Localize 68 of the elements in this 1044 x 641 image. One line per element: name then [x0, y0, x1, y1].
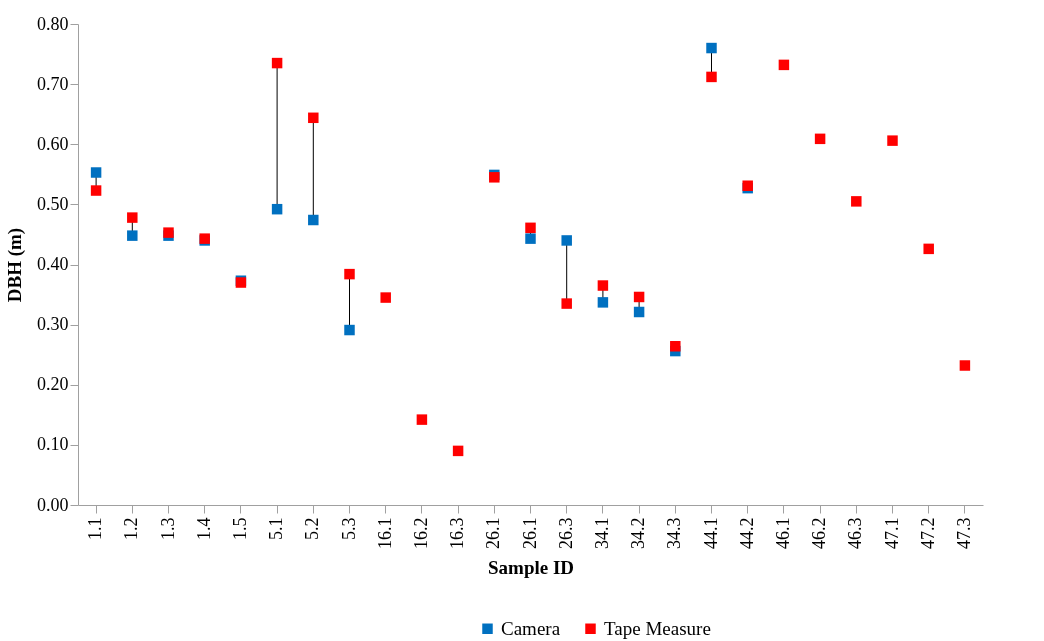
x-tick-label: 16.1 [374, 517, 395, 549]
legend-label: Camera [501, 617, 561, 639]
point [597, 297, 609, 308]
x-tick-label: 16.2 [410, 517, 431, 549]
x-tick-label: 47.2 [917, 517, 938, 549]
point [127, 212, 138, 223]
point [525, 222, 536, 234]
point [814, 133, 826, 145]
x-tick-label: 1.5 [229, 517, 250, 540]
point [778, 59, 790, 71]
point [561, 298, 572, 309]
point [597, 280, 609, 291]
point [344, 268, 355, 280]
x-axis-title: Sample ID [487, 557, 575, 578]
x-tick-label: 47.3 [953, 517, 974, 549]
y-tick-label: 0.00 [37, 494, 69, 515]
x-tick-label: 34.3 [664, 517, 685, 549]
point [344, 324, 355, 336]
x-tick-label: 5.2 [302, 517, 323, 540]
point [923, 243, 934, 255]
y-tick-label: 0.80 [37, 13, 69, 34]
x-tick-label: 16.3 [447, 517, 468, 549]
point [959, 360, 971, 371]
point [633, 291, 645, 303]
x-tick-label: 46.2 [809, 517, 830, 549]
x-tick-label: 26.1 [519, 517, 540, 549]
point [561, 235, 572, 246]
y-tick-label: 0.10 [37, 434, 69, 455]
y-tick-label: 0.60 [37, 133, 69, 154]
point [271, 57, 283, 69]
x-tick-label: 26.1 [483, 517, 504, 549]
y-axis-title: DBH (m) [4, 227, 26, 303]
point [308, 112, 319, 124]
x-tick-label: 26.3 [555, 517, 576, 549]
x-tick-label: 1.2 [121, 517, 142, 540]
x-tick-label: 5.3 [338, 517, 359, 540]
x-tick-label: 1.3 [157, 517, 178, 540]
point [633, 306, 645, 318]
x-tick-label: 34.1 [591, 517, 612, 549]
y-tick-label: 0.50 [37, 193, 69, 214]
x-tick-label: 44.2 [736, 517, 757, 549]
point [308, 214, 319, 226]
x-tick-label: 5.1 [266, 517, 287, 540]
x-tick-label: 1.1 [85, 517, 106, 540]
legend-label: Tape Measure [604, 617, 711, 639]
y-tick-label: 0.40 [37, 254, 69, 274]
point [90, 185, 102, 196]
point [380, 292, 391, 303]
point [90, 167, 102, 178]
point [416, 414, 428, 425]
point [452, 445, 464, 457]
point [127, 230, 138, 241]
point [851, 196, 862, 207]
point [706, 71, 717, 83]
x-tick-label: 34.2 [628, 517, 649, 549]
y-tick-label: 0.70 [37, 73, 69, 94]
point [706, 42, 717, 54]
x-tick-label: 47.1 [881, 517, 902, 549]
x-tick-label: 1.4 [193, 517, 214, 540]
x-tick-label: 46.1 [772, 517, 793, 549]
x-tick-label: 44.1 [700, 517, 721, 549]
point [670, 341, 681, 352]
point [271, 203, 283, 215]
y-tick-label: 0.30 [37, 314, 69, 335]
point [525, 233, 536, 244]
x-tick-label: 46.3 [845, 517, 866, 549]
y-tick-label: 0.20 [37, 374, 69, 395]
point [887, 135, 898, 146]
